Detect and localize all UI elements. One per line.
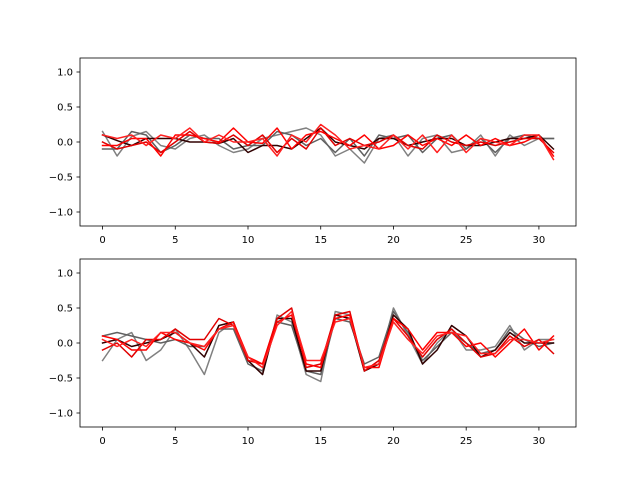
series-line-5 [101,127,555,158]
series-group [101,307,555,383]
y-tick-label: 0.0 [57,138,73,149]
x-tick-label: 30 [533,235,546,246]
x-tick-label: 10 [242,436,255,447]
x-tick-label: 20 [387,436,400,447]
x-tick-label: 5 [172,436,178,447]
subplot-2: 0 5 10 15 20 25 30 −1.0 −0.5 0.0 0.5 1.0 [49,258,577,447]
x-tick-label: 15 [314,436,327,447]
x-tick-label: 25 [460,436,473,447]
x-tick-label: 0 [99,436,105,447]
y-tick-label: −0.5 [49,173,73,184]
y-tick-label: −0.5 [49,374,73,385]
x-tick-label: 10 [242,235,255,246]
x-tick-label: 20 [387,235,400,246]
series-line-4 [101,127,555,154]
y-tick-label: 1.0 [57,269,73,280]
x-tick-label: 5 [172,235,178,246]
x-tick-label: 25 [460,235,473,246]
y-tick-label: 0.5 [57,103,73,114]
subplot-1: 0 5 10 15 20 25 30 −1.0 −0.5 0.0 0.5 1.0 [49,57,577,246]
y-tick-label: 1.0 [57,68,73,79]
y-tick-label: 0.0 [57,339,73,350]
y-tick-label: −1.0 [49,409,73,420]
series-group [101,123,555,164]
x-tick-label: 30 [533,436,546,447]
series-line-6 [101,123,555,161]
series-line-6 [101,310,555,369]
x-tick-label: 0 [99,235,105,246]
x-tick-label: 15 [314,235,327,246]
y-tick-label: −1.0 [49,208,73,219]
y-tick-label: 0.5 [57,304,73,315]
